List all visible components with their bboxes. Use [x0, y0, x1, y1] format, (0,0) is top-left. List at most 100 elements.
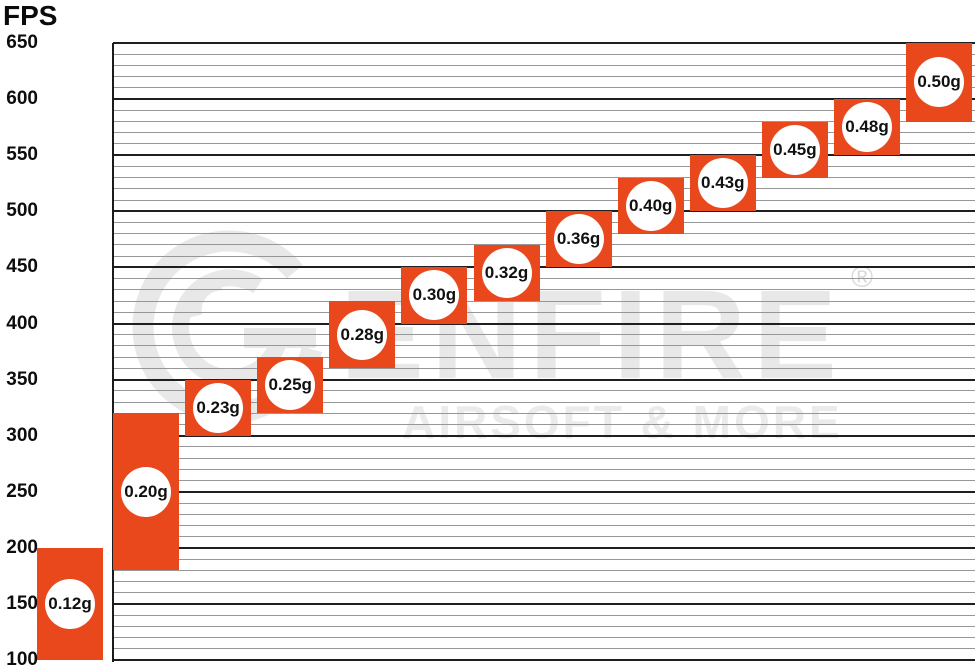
grid-line-minor	[113, 188, 975, 190]
fps-range-bar: 0.23g	[185, 379, 252, 436]
bar-weight-label: 0.12g	[48, 594, 92, 614]
fps-range-bar: 0.20g	[113, 413, 179, 571]
bar-weight-badge: 0.20g	[121, 466, 171, 517]
bar-weight-label: 0.50g	[917, 72, 961, 92]
y-axis-line	[112, 43, 114, 662]
grid-line-minor	[113, 424, 975, 426]
bar-weight-label: 0.23g	[196, 397, 240, 417]
grid-line-minor	[113, 177, 975, 179]
grid-line-major	[113, 546, 975, 549]
bar-weight-label: 0.30g	[412, 285, 457, 305]
grid-line-minor	[113, 87, 975, 89]
grid-line-minor	[113, 132, 975, 134]
bar-weight-badge: 0.48g	[842, 102, 892, 153]
fps-range-bar: 0.48g	[834, 99, 900, 156]
grid-line-minor	[113, 446, 975, 448]
grid-line-minor	[113, 401, 975, 403]
bar-weight-label: 0.45g	[773, 139, 817, 159]
grid-line-major	[113, 98, 975, 101]
grid-line-minor	[113, 614, 975, 616]
bar-weight-badge: 0.45g	[769, 124, 820, 175]
grid-line-minor	[113, 64, 975, 66]
grid-line-minor	[113, 457, 975, 459]
grid-line-minor	[113, 468, 975, 470]
fps-range-bar: 0.25g	[257, 357, 324, 414]
grid-line-major	[113, 434, 975, 437]
y-axis-tick-label: 600	[6, 88, 38, 110]
bar-weight-label: 0.40g	[628, 195, 673, 215]
grid-line-minor	[113, 626, 975, 628]
grid-line-minor	[113, 367, 975, 369]
grid-line-minor	[113, 289, 975, 291]
bar-weight-label: 0.20g	[124, 481, 168, 501]
chart-title: FPS	[3, 0, 58, 31]
grid-line-major	[113, 490, 975, 493]
grid-line-minor	[113, 76, 975, 78]
grid-line-minor	[113, 581, 975, 583]
grid-line-minor	[113, 244, 975, 246]
grid-line-major	[113, 42, 975, 44]
bar-weight-badge: 0.25g	[265, 360, 316, 411]
bar-weight-badge: 0.30g	[409, 270, 460, 321]
y-axis-tick-label: 150	[6, 593, 38, 615]
bar-weight-badge: 0.50g	[914, 57, 965, 108]
fps-range-bar: 0.45g	[761, 121, 828, 178]
grid-line-minor	[113, 53, 975, 55]
grid-line-minor	[113, 480, 975, 482]
grid-line-major	[113, 154, 975, 157]
y-axis-tick-label: 250	[6, 480, 38, 502]
bar-weight-label: 0.48g	[845, 117, 889, 137]
y-axis-tick-label: 500	[6, 200, 38, 222]
grid-line-minor	[113, 300, 975, 302]
y-axis-tick-label: 100	[6, 649, 38, 666]
bar-weight-label: 0.43g	[701, 173, 745, 193]
fps-range-bar: 0.32g	[473, 244, 540, 302]
grid-line-minor	[113, 222, 975, 224]
y-axis-tick-label: 350	[6, 368, 38, 390]
grid-line-minor	[113, 513, 975, 515]
grid-line-minor	[113, 109, 975, 111]
grid-line-major	[113, 322, 975, 325]
grid-line-major	[113, 378, 975, 381]
bar-weight-label: 0.36g	[556, 229, 601, 249]
y-axis-tick-label: 300	[6, 424, 38, 446]
fps-range-bar: 0.28g	[329, 301, 396, 369]
grid-line-minor	[113, 278, 975, 280]
grid-line-minor	[113, 255, 975, 257]
y-axis-tick-label: 400	[6, 312, 38, 334]
bar-weight-badge: 0.43g	[697, 158, 748, 209]
grid-line-minor	[113, 648, 975, 650]
bar-weight-badge: 0.40g	[625, 180, 676, 231]
grid-line-minor	[113, 525, 975, 527]
fps-range-bar: 0.30g	[401, 267, 468, 324]
grid-line-minor	[113, 569, 975, 571]
bar-weight-badge: 0.28g	[337, 309, 388, 360]
y-axis-tick-label: 450	[6, 256, 38, 278]
grid-line-major	[113, 659, 975, 662]
grid-line-minor	[113, 165, 975, 167]
grid-line-minor	[113, 558, 975, 560]
grid-line-minor	[113, 502, 975, 504]
bar-weight-badge: 0.32g	[481, 248, 532, 299]
y-axis-tick-label: 550	[6, 144, 38, 166]
y-axis-tick-label: 200	[6, 536, 38, 558]
grid-line-major	[113, 210, 975, 213]
grid-line-major	[113, 603, 975, 606]
registered-trademark-icon: ®	[851, 261, 874, 294]
grid-line-minor	[113, 412, 975, 414]
fps-range-bar: 0.12g	[37, 547, 103, 661]
watermark-tagline: AIRSOFT & MORE	[402, 396, 843, 448]
bar-weight-label: 0.25g	[268, 375, 312, 395]
grid-line-minor	[113, 637, 975, 639]
y-axis-tick-label: 650	[6, 32, 38, 53]
fps-range-bar: 0.40g	[617, 177, 684, 234]
grid-line-minor	[113, 536, 975, 538]
grid-line-minor	[113, 345, 975, 347]
grid-line-minor	[113, 390, 975, 392]
grid-line-minor	[113, 311, 975, 313]
bar-weight-badge: 0.36g	[553, 214, 604, 265]
grid-line-minor	[113, 233, 975, 235]
grid-line-minor	[113, 143, 975, 145]
fps-range-bar: 0.36g	[545, 211, 612, 268]
